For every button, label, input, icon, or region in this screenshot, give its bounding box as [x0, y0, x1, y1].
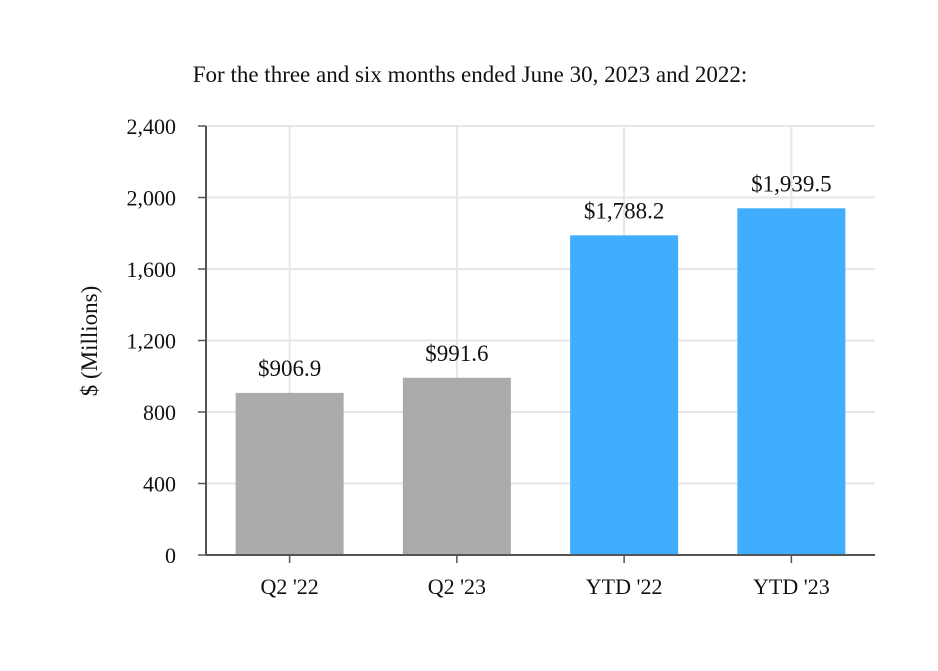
bar: [402, 377, 511, 555]
y-axis-label: $ (Millions): [77, 286, 102, 397]
data-label: $906.9: [258, 356, 321, 381]
bar: [737, 208, 846, 555]
data-label: $991.6: [425, 341, 488, 366]
y-tick-label: 2,400: [127, 114, 177, 139]
x-tick-label: Q2 '22: [260, 574, 318, 599]
bars: [235, 208, 846, 555]
y-tick-label: 0: [165, 543, 176, 568]
y-tick-label: 1,200: [127, 329, 177, 354]
bar: [570, 235, 679, 555]
data-label: $1,939.5: [751, 171, 832, 196]
data-labels: $906.9 $991.6 $1,788.2 $1,939.5: [258, 171, 832, 381]
y-tick-label: 1,600: [127, 257, 177, 282]
tick-labels: 0 400 800 1,200 1,600 2,000 2,400 Q2 '22 Q2 '23 Y…: [127, 114, 830, 599]
x-tick-label: Q2 '23: [428, 574, 486, 599]
y-tick-label: 800: [143, 400, 176, 425]
x-tick-label: YTD '22: [586, 574, 663, 599]
chart-title: For the three and six months ended June …: [193, 62, 747, 87]
x-tick-label: YTD '23: [753, 574, 830, 599]
y-tick-label: 2,000: [127, 186, 177, 211]
bar: [235, 392, 344, 555]
data-label: $1,788.2: [584, 198, 665, 223]
y-tick-label: 400: [143, 472, 176, 497]
